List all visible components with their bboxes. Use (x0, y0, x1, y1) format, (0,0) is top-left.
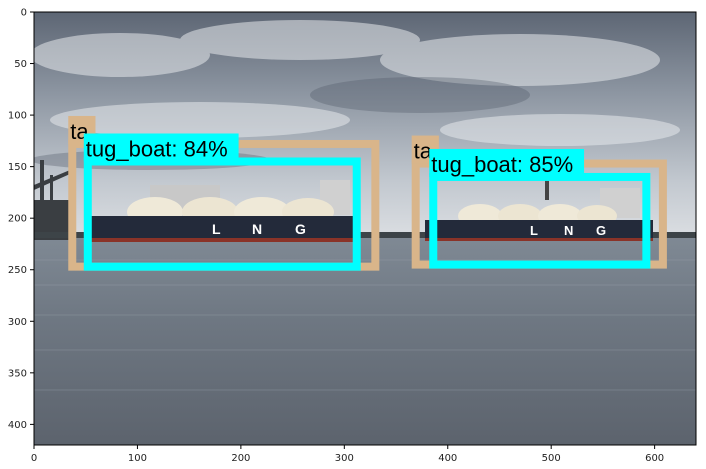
hull-letter: L (212, 221, 221, 237)
detection-label: tug_boat: 85% (431, 152, 573, 177)
x-tick-label: 600 (645, 453, 664, 464)
hull-letter: G (295, 221, 306, 237)
y-tick-label: 150 (8, 162, 27, 173)
y-tick-label: 0 (21, 8, 27, 19)
x-tick-label: 500 (542, 453, 561, 464)
y-tick-label: 400 (8, 420, 27, 431)
x-tick-label: 200 (231, 453, 250, 464)
y-tick-label: 200 (8, 214, 27, 225)
hull-letter: N (564, 223, 573, 238)
lng-ship-right: L N G (425, 180, 653, 241)
lng-ship-left: L N G (90, 180, 360, 242)
detection: tug_boat: 84% (83, 133, 361, 271)
x-tick-label: 400 (438, 453, 457, 464)
y-axis: 0 50 100 150 200 250 300 350 400 (8, 8, 34, 431)
x-axis: 0 100 200 300 400 500 600 (31, 445, 664, 464)
y-tick-label: 50 (14, 59, 27, 70)
water (34, 238, 696, 445)
hull-letter: G (596, 223, 606, 238)
y-tick-label: 300 (8, 317, 27, 328)
detection-label-bg (429, 148, 585, 177)
y-tick-label: 250 (8, 265, 27, 276)
detection: tug_boat: 85% (429, 148, 651, 269)
x-tick-label: 300 (335, 453, 354, 464)
detection-label-bg (83, 133, 239, 162)
x-tick-label: 100 (128, 453, 147, 464)
detection-label: tug_boat: 84% (86, 136, 228, 161)
x-tick-label: 0 (31, 453, 37, 464)
y-tick-label: 100 (8, 111, 27, 122)
photo: L N G L N G (34, 12, 696, 445)
y-tick-label: 350 (8, 368, 27, 379)
detection-label: ta (414, 139, 433, 164)
hull-letter: N (252, 221, 262, 237)
clouds (34, 20, 680, 146)
axes-frame (33, 11, 697, 446)
hull-letter: L (530, 223, 538, 238)
